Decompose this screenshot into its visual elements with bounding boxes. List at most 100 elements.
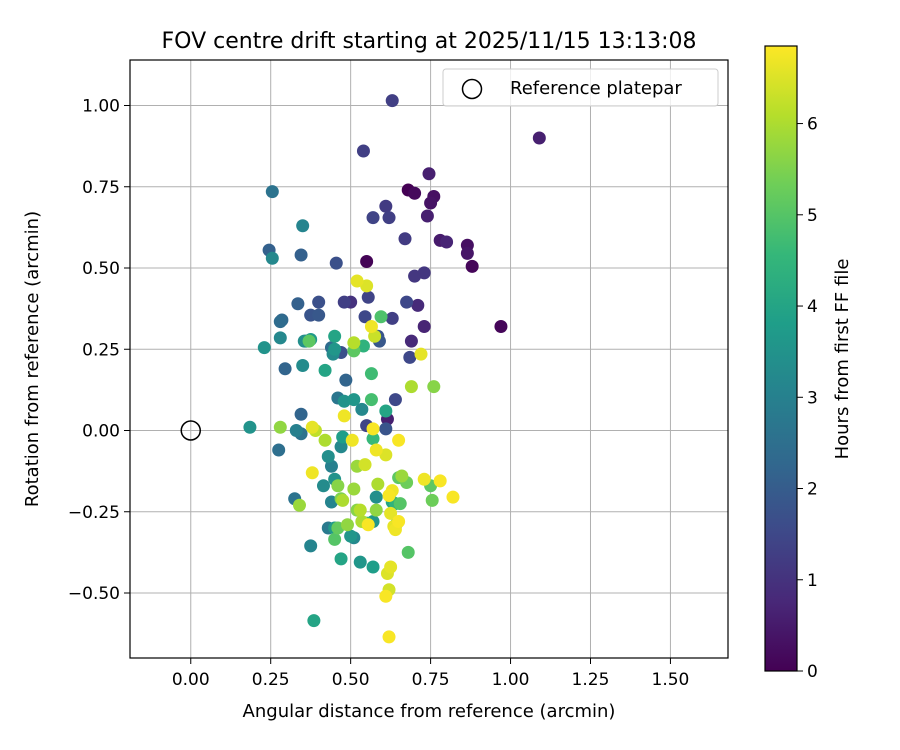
colorbar-tick-label: 3 [807,388,818,408]
scatter-point [273,420,287,434]
colorbar-tick-label: 5 [807,206,818,226]
scatter-point [331,479,345,493]
scatter-point [369,443,383,457]
scatter-point [294,407,308,421]
scatter-point [368,329,382,343]
scatter-point [366,432,380,446]
scatter-point [358,310,372,324]
scatter-point [318,363,332,377]
scatter-point [328,329,342,343]
scatter-point [382,630,396,644]
scatter-point [291,297,305,311]
scatter-point [392,433,406,447]
scatter-point [385,94,399,108]
scatter-point [305,420,319,434]
plot-frame [129,59,729,659]
scatter-point [328,342,342,356]
scatter-point [401,545,415,559]
scatter-point [382,211,396,225]
scatter-point [424,196,438,210]
scatter-point [382,489,396,502]
scatter-point [400,295,414,309]
scatter-point [366,422,380,436]
scatter-point [347,482,361,496]
scatter-point [446,490,460,504]
scatter-point [337,295,351,309]
scatter-point [272,443,286,457]
scatter-point [364,367,378,381]
reference-platepar-marker [180,420,202,441]
y-tick-label: −0.50 [68,584,120,604]
y-tick-label: 1.00 [82,97,120,117]
scatter-point [420,209,434,223]
scatter-point [358,458,372,472]
data-points [243,94,546,644]
y-axis-ticks: −0.50 −0.25 0.00 0.25 0.50 0.75 1.00 [68,97,130,604]
scatter-point [334,552,348,566]
scatter-point [460,246,474,260]
scatter-point [305,466,319,480]
scatter-point [361,290,375,304]
colorbar-tick-label: 6 [807,115,818,135]
colorbar-tick-label: 4 [807,297,818,317]
scatter-point [395,469,409,483]
scatter-point [384,506,398,520]
legend-box [442,68,719,107]
scatter-point [337,409,351,423]
x-tick-label: 1.50 [652,670,690,690]
y-tick-label: 0.50 [82,259,120,279]
scatter-point [532,131,546,145]
scatter-point [417,472,431,486]
scatter-point [294,248,308,262]
y-tick-label: 0.00 [82,422,120,442]
scatter-point [329,256,343,270]
scatter-point [356,144,370,158]
grid-lines [130,60,728,658]
y-tick-label: −0.25 [68,503,120,523]
scatter-point [425,493,439,507]
x-tick-label: 0.25 [252,670,290,690]
scatter-point [321,450,335,463]
scatter-point [345,433,359,447]
scatter-point [353,503,367,517]
scatter-point [440,235,454,249]
scatter-point [417,320,431,333]
scatter-point [312,295,326,309]
scatter-point [379,404,393,418]
scatter-point [379,422,393,436]
colorbar-tick-label: 1 [807,571,818,591]
x-tick-label: 0.75 [412,670,450,690]
scatter-point [494,320,508,333]
scatter-point [304,539,318,553]
x-tick-label: 0.00 [172,670,210,690]
scatter-point [379,199,393,213]
y-tick-label: 0.75 [82,178,120,198]
scatter-point [296,219,310,233]
scatter-point [465,259,479,273]
scatter-point [369,503,383,517]
scatter-point [360,255,374,268]
scatter-point [243,420,257,434]
legend-label: Reference platepar [510,78,682,99]
x-tick-label: 1.25 [572,670,610,690]
scatter-point [334,440,348,454]
x-axis-label: Angular distance from reference (arcmin) [243,701,616,722]
scatter-point [289,424,303,437]
scatter-point [337,394,351,408]
scatter-point [433,474,447,488]
scatter-point [355,402,369,416]
scatter-point [364,320,378,333]
scatter-point [312,308,326,322]
scatter-point [344,529,358,543]
legend-marker [461,78,483,100]
scatter-point [328,532,342,546]
scatter-point [347,336,361,350]
scatter-point [411,298,425,312]
scatter-point [384,560,398,574]
x-tick-label: 0.50 [332,670,370,690]
scatter-point [339,373,353,387]
scatter-point [364,393,378,407]
scatter-point [361,518,375,532]
scatter-point [318,433,332,447]
x-axis-ticks: 0.00 0.25 0.50 0.75 1.00 1.25 1.50 [172,658,690,690]
